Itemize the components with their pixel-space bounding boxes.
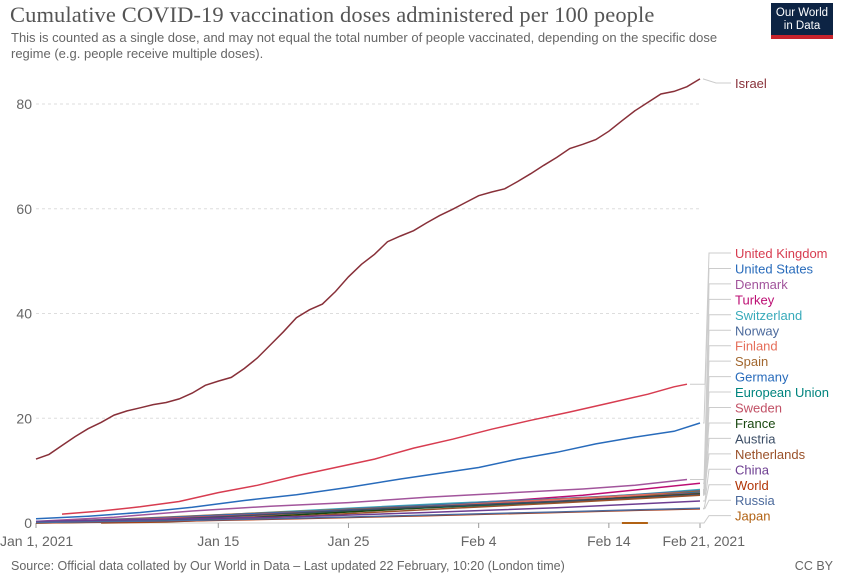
chart-subtitle: This is counted as a single dose, and ma… xyxy=(11,30,718,61)
series-label-china[interactable]: China xyxy=(735,462,770,477)
y-tick-label: 60 xyxy=(16,201,32,217)
label-connector xyxy=(703,453,731,496)
label-connector xyxy=(703,329,731,492)
series-label-switzerland[interactable]: Switzerland xyxy=(735,308,802,323)
series-label-spain[interactable]: Spain xyxy=(735,354,768,369)
series-label-russia[interactable]: Russia xyxy=(735,493,776,508)
x-tick-label: Feb 21, 2021 xyxy=(662,533,745,549)
series-label-united-kingdom[interactable]: United Kingdom xyxy=(735,246,828,261)
series-label-germany[interactable]: Germany xyxy=(735,370,789,385)
series-label-norway[interactable]: Norway xyxy=(735,323,780,338)
series-label-austria[interactable]: Austria xyxy=(735,431,776,446)
label-connector xyxy=(703,484,731,510)
series-label-france[interactable]: France xyxy=(735,416,775,431)
y-tick-label: 0 xyxy=(24,515,32,531)
x-axis-ticks: Jan 1, 2021 Jan 15 Jan 25 Feb 4 Feb 14 Feb 21… xyxy=(0,523,745,549)
label-connector xyxy=(703,391,731,494)
series-label-netherlands[interactable]: Netherlands xyxy=(735,447,806,462)
label-connector xyxy=(650,515,731,524)
y-tick-label: 80 xyxy=(16,96,32,112)
logo-line-1: Our World xyxy=(775,7,829,19)
x-tick-label: Jan 25 xyxy=(327,533,369,549)
label-connector xyxy=(702,78,731,84)
y-axis-ticks: 0 20 40 60 80 xyxy=(16,96,32,531)
y-tick-label: 40 xyxy=(16,306,32,322)
label-connector xyxy=(703,267,731,424)
x-tick-label: Feb 4 xyxy=(461,533,497,549)
x-tick-label: Feb 14 xyxy=(587,533,631,549)
series-line-russia[interactable] xyxy=(35,507,701,524)
logo-line-2: in Data xyxy=(783,20,821,32)
series-label-israel[interactable]: Israel xyxy=(735,76,767,91)
series-line-israel[interactable] xyxy=(35,78,701,460)
series-label-turkey[interactable]: Turkey xyxy=(735,292,775,307)
chart-title: Cumulative COVID-19 vaccination doses ad… xyxy=(10,2,655,27)
x-tick-label: Jan 15 xyxy=(197,533,239,549)
y-tick-label: 20 xyxy=(16,410,32,426)
series-label-world[interactable]: World xyxy=(735,478,769,493)
series-lines xyxy=(35,78,701,524)
label-connector xyxy=(703,360,731,492)
series-line-united-states[interactable] xyxy=(35,422,701,520)
series-line-united-kingdom[interactable] xyxy=(61,383,688,515)
series-label-european-union[interactable]: European Union xyxy=(735,385,829,400)
series-line-denmark[interactable] xyxy=(35,478,688,523)
label-connector xyxy=(703,422,731,495)
label-connector xyxy=(703,298,731,484)
label-connector xyxy=(703,499,731,509)
series-line-china[interactable] xyxy=(35,500,701,523)
series-label-finland[interactable]: Finland xyxy=(735,339,778,354)
series-label-united-states[interactable]: United States xyxy=(735,261,814,276)
series-label-sweden[interactable]: Sweden xyxy=(735,401,782,416)
x-tick-label: Jan 1, 2021 xyxy=(0,533,73,549)
label-connector xyxy=(703,468,731,502)
series-label-denmark[interactable]: Denmark xyxy=(735,277,788,292)
series-label-japan[interactable]: Japan xyxy=(735,509,770,524)
license-link[interactable]: CC BY xyxy=(794,559,833,573)
owid-logo[interactable]: Our World in Data xyxy=(771,3,833,39)
label-connector xyxy=(689,252,731,385)
source-note: Source: Official data collated by Our Wo… xyxy=(11,559,565,573)
